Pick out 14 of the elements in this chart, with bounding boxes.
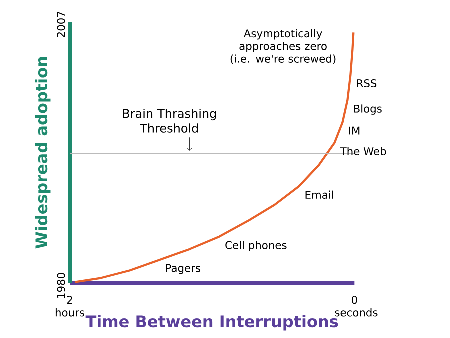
annotation: Asymptotically approaches zero (i.e. we're screwed) [230,29,336,64]
y-tick-label: 2007 [57,12,66,38]
annotation: IM [349,126,360,135]
annotation: RSS [357,79,377,88]
annotation: Cell phones [226,241,287,252]
y-tick-label: 1980 [57,273,66,298]
annotation: The Web [340,147,386,156]
x-axis-title: Time Between Interruptions [86,315,338,331]
annotation: Pagers [166,264,201,274]
annotation: Blogs [354,104,382,115]
y-axis-title: Widespread adoption [35,57,51,249]
x-tick-label: 0 seconds [335,296,378,317]
ref-line-label: Brain Thrashing Threshold [123,108,216,133]
annotation: Email [306,190,334,200]
